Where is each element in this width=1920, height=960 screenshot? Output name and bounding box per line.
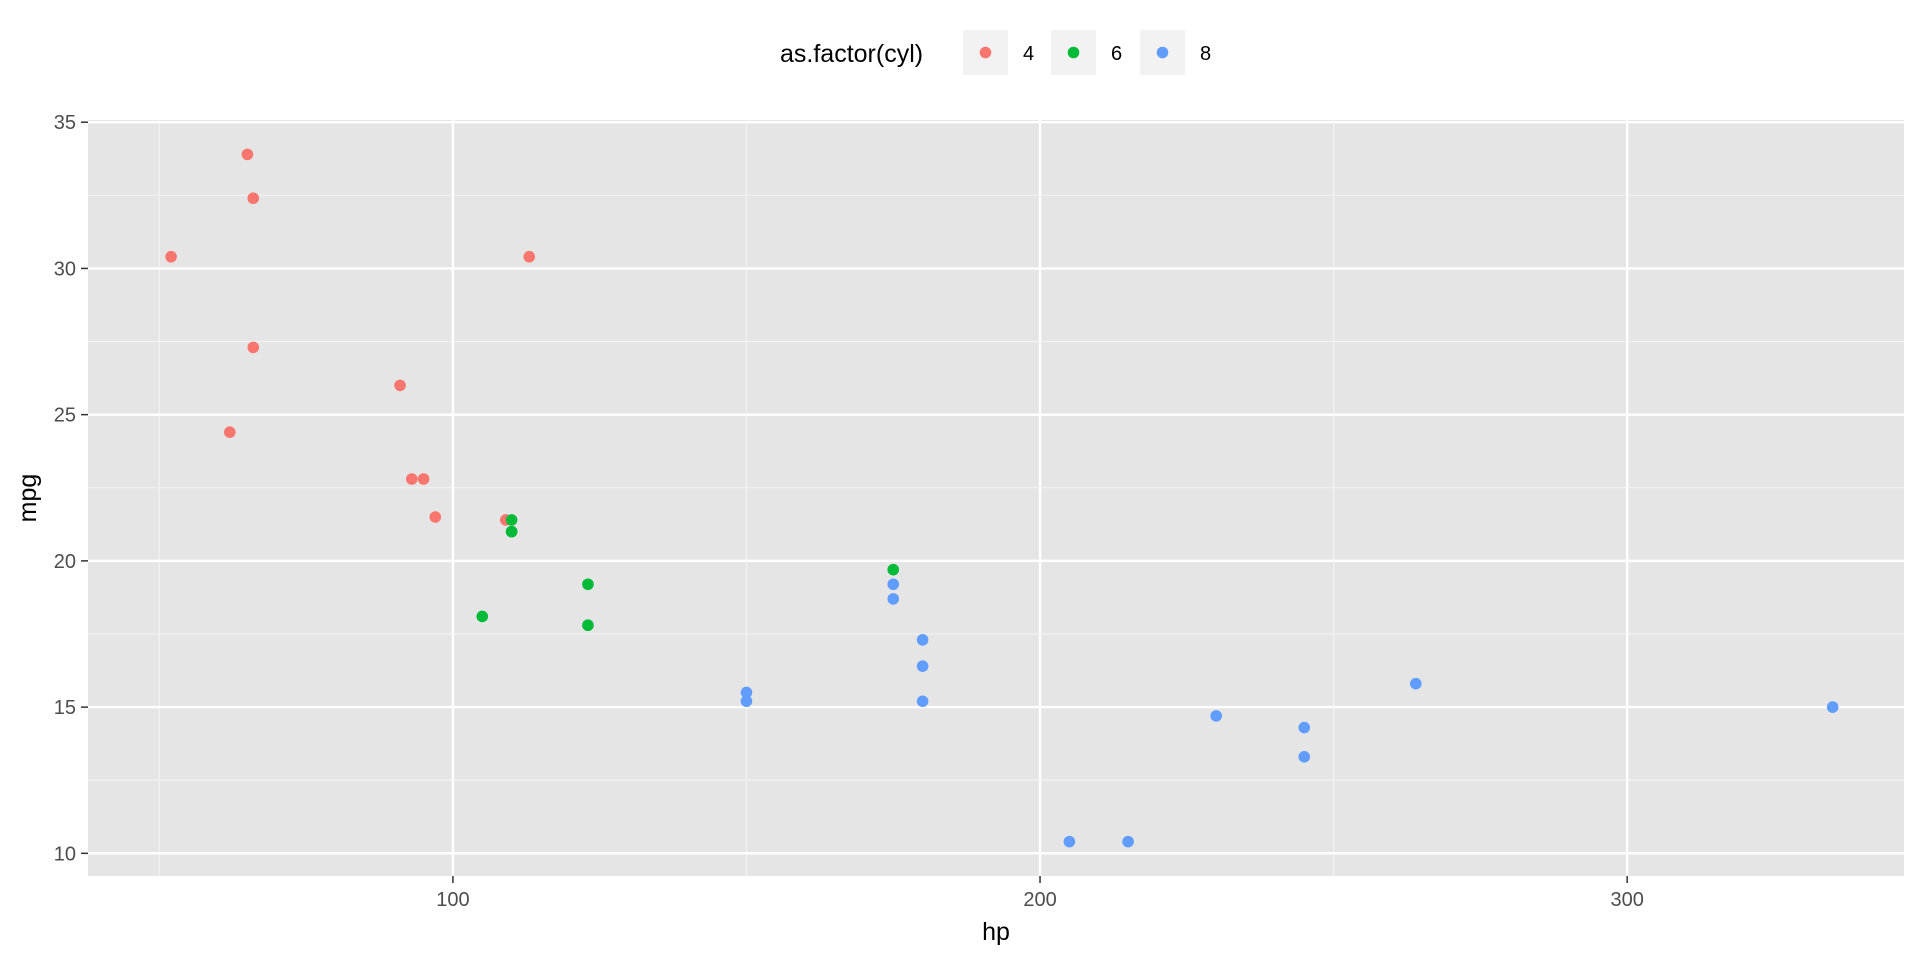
data-point-cyl-8 <box>1210 710 1222 722</box>
data-point-cyl-4 <box>394 379 406 392</box>
y-tick-label: 10 <box>54 843 76 865</box>
data-point-cyl-8 <box>1298 721 1311 734</box>
data-point-cyl-4 <box>241 148 254 161</box>
y-tick-label: 35 <box>54 112 76 134</box>
data-point-cyl-6 <box>505 525 518 538</box>
y-tick-label: 15 <box>54 697 76 719</box>
data-point-cyl-6 <box>505 514 518 526</box>
x-axis-title: hp <box>982 918 1010 946</box>
y-axis-title: mpg <box>14 474 42 523</box>
data-point-cyl-4 <box>406 473 418 485</box>
y-tick-label: 30 <box>54 258 76 280</box>
data-point-cyl-4 <box>429 511 442 523</box>
data-point-cyl-8 <box>1298 751 1311 763</box>
legend-swatch-8 <box>1156 46 1169 59</box>
data-point-cyl-8 <box>1063 835 1076 848</box>
legend-label-4: 4 <box>1023 43 1034 65</box>
x-tick-label: 300 <box>1610 889 1643 911</box>
data-point-cyl-4 <box>247 341 260 354</box>
legend-label-6: 6 <box>1111 43 1122 65</box>
x-tick-label: 200 <box>1023 889 1056 911</box>
grid-lines <box>88 120 1904 876</box>
data-point-cyl-6 <box>582 619 594 632</box>
axes: 100 200 300 10 15 20 25 30 35 <box>54 112 1644 911</box>
legend-swatch-4 <box>979 46 992 59</box>
legend-label-8: 8 <box>1200 43 1211 65</box>
data-point-cyl-8 <box>1122 835 1134 848</box>
data-point-cyl-4 <box>247 192 260 205</box>
data-point-cyl-8 <box>1826 701 1839 713</box>
data-point-cyl-8 <box>916 695 929 708</box>
data-point-cyl-8 <box>887 578 900 591</box>
data-point-cyl-6 <box>887 563 900 576</box>
legend-title: as.factor(cyl) <box>780 40 923 68</box>
y-tick-label: 25 <box>54 405 76 427</box>
data-points <box>165 148 1839 848</box>
legend: as.factor(cyl) 4 6 8 <box>780 30 1211 75</box>
data-point-cyl-4 <box>523 250 536 263</box>
data-point-cyl-4 <box>165 250 177 263</box>
x-tick-label: 100 <box>436 889 469 911</box>
data-point-cyl-4 <box>223 426 236 438</box>
data-point-cyl-4 <box>417 473 430 485</box>
data-point-cyl-8 <box>1409 677 1422 690</box>
plot-panel <box>88 120 1904 876</box>
y-tick-label: 20 <box>54 551 76 573</box>
legend-swatch-6 <box>1067 46 1080 59</box>
data-point-cyl-6 <box>582 578 594 591</box>
data-point-cyl-8 <box>916 660 929 672</box>
data-point-cyl-6 <box>476 610 489 623</box>
data-point-cyl-8 <box>740 686 753 699</box>
data-point-cyl-8 <box>740 695 753 708</box>
data-point-cyl-8 <box>916 634 929 646</box>
data-point-cyl-8 <box>887 593 900 605</box>
